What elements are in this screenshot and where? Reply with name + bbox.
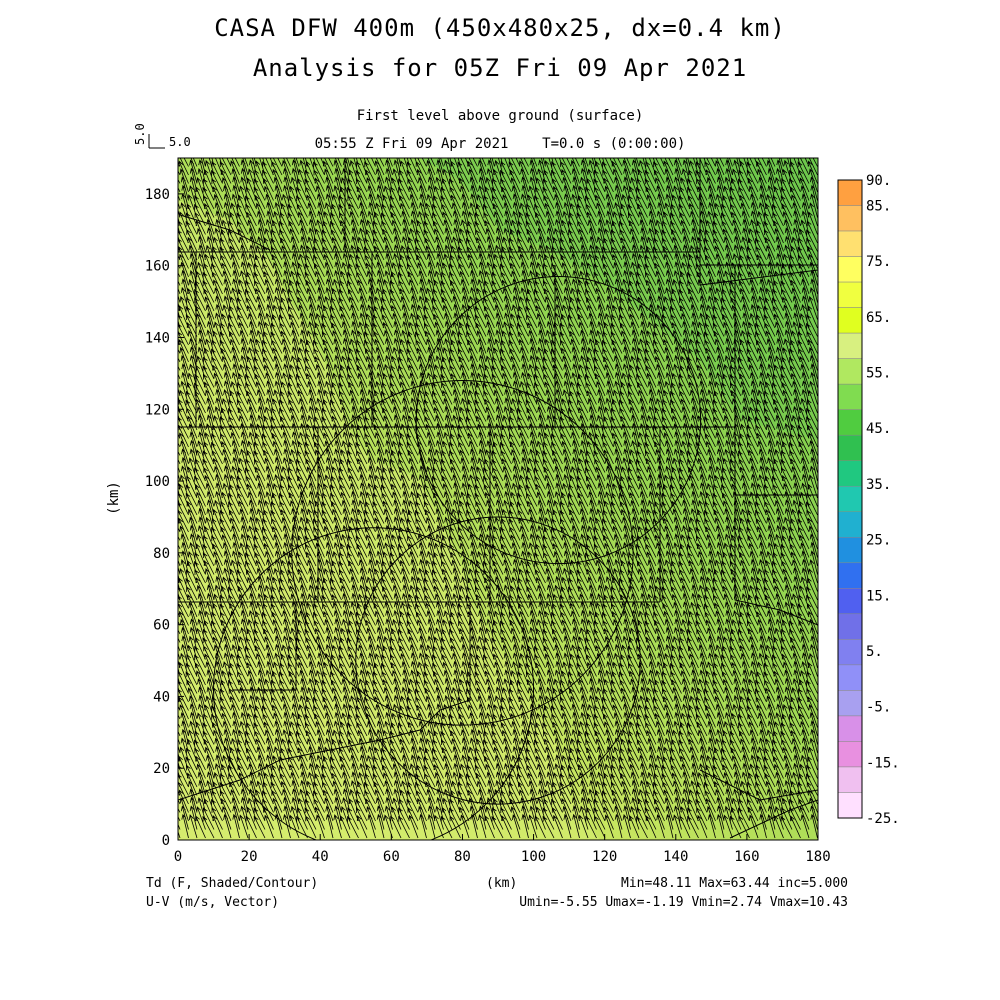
colorbar-swatch [837, 511, 863, 538]
level-label: First level above ground (surface) [356, 108, 644, 124]
footer-uv-stats: Umin=-5.55 Umax=-1.19 Vmin=2.74 Vmax=10.… [519, 895, 848, 910]
colorbar-swatch [837, 307, 863, 334]
x-tick-label: 140 [663, 849, 688, 865]
colorbar-swatch [837, 205, 863, 232]
plot-frame [177, 157, 819, 841]
colorbar: 90. 85. 75. 65. 55. 45. 35. 25. 15. 5. -5. -15. -25. [837, 173, 900, 827]
y-tick-label: 60 [153, 618, 170, 634]
colorbar-frame [837, 179, 863, 819]
y-tick-label: 40 [153, 689, 170, 705]
y-tick-label: 160 [145, 259, 170, 275]
time-label: 05:55 Z Fri 09 Apr 2021 T=0.0 s (0:00:00… [314, 136, 686, 152]
y-tick-label: 140 [145, 330, 170, 346]
chart-title: CASA DFW 400m (450x480x25, dx=0.4 km) [214, 14, 786, 42]
chart-subtitle: Analysis for 05Z Fri 09 Apr 2021 [252, 54, 748, 82]
y-tick-label: 80 [153, 546, 170, 562]
colorbar-swatch [837, 715, 863, 742]
colorbar-swatch [837, 485, 863, 513]
y-tick-label: 100 [145, 474, 170, 490]
colorbar-label: 15. [866, 588, 891, 604]
y-tick-label: 20 [153, 761, 170, 777]
colorbar-label: 45. [866, 421, 891, 437]
x-axis-unit: (km) [486, 876, 518, 891]
x-tick-label: 160 [734, 849, 759, 865]
y-axis-label: (km) [106, 481, 122, 515]
colorbar-swatch [837, 613, 863, 640]
ref-vector-label: 5.0 [169, 135, 191, 149]
y-tick-label: 0 [162, 833, 170, 849]
radar-ring [415, 275, 702, 565]
colorbar-label: 5. [866, 644, 883, 660]
colorbar-label: 90. [866, 173, 891, 189]
radar-ring [355, 516, 641, 805]
plot-area [178, 158, 818, 840]
x-tick-label: 60 [383, 849, 400, 865]
colorbar-swatch [837, 562, 863, 589]
x-tick-label: 100 [521, 849, 546, 865]
colorbar-swatch [837, 766, 863, 793]
radar-rings [213, 275, 702, 840]
radar-ring [291, 380, 634, 726]
colorbar-swatch [837, 281, 863, 308]
colorbar-swatch [837, 792, 863, 819]
x-tick-label: 40 [312, 849, 329, 865]
colorbar-label: 55. [866, 366, 891, 382]
x-tick-label: 120 [592, 849, 617, 865]
colorbar-swatch [837, 179, 863, 206]
colorbar-swatch [837, 230, 863, 257]
colorbar-swatch [837, 332, 863, 359]
colorbar-label: 75. [866, 254, 891, 270]
colorbar-label: -5. [866, 700, 891, 716]
reference-vector: 5.0 5.0 [133, 123, 191, 149]
colorbar-label: -15. [866, 755, 900, 771]
ref-vector-rot-label: 5.0 [133, 123, 147, 145]
y-tick-label: 180 [145, 187, 170, 203]
wind-vector-arrows [178, 158, 818, 839]
colorbar-label: 35. [866, 477, 891, 493]
colorbar-label: -25. [866, 811, 900, 827]
colorbar-swatch [837, 537, 863, 564]
x-tick-label: 80 [454, 849, 471, 865]
colorbar-swatch [837, 409, 863, 436]
wind-vectors [178, 158, 818, 839]
colorbar-swatch [837, 256, 863, 283]
y-axis: 0 20 40 60 80 100 120 140 160 180 [145, 187, 184, 849]
colorbar-swatch [837, 639, 863, 666]
colorbar-swatch [837, 434, 863, 461]
footer-field-label: Td (F, Shaded/Contour) [146, 876, 319, 891]
colorbar-swatch [837, 690, 863, 717]
y-tick-label: 120 [145, 402, 170, 418]
colorbar-label: 85. [866, 199, 891, 215]
colorbar-swatch [837, 460, 863, 487]
colorbar-label: 25. [866, 533, 891, 549]
radar-ring [213, 527, 535, 840]
x-tick-label: 180 [805, 849, 830, 865]
colorbar-swatch [837, 383, 863, 410]
boundary-lines [178, 158, 818, 839]
colorbar-swatch [837, 588, 863, 615]
colorbar-label: 65. [866, 310, 891, 326]
colorbar-swatch [837, 358, 863, 385]
footer-vector-label: U-V (m/s, Vector) [146, 895, 280, 910]
colorbar-swatch [837, 664, 863, 691]
colorbar-swatch [837, 741, 863, 768]
x-tick-label: 20 [241, 849, 258, 865]
x-tick-label: 0 [174, 849, 182, 865]
footer-stats: Min=48.11 Max=63.44 inc=5.000 [621, 876, 848, 891]
x-axis: 0 20 40 60 80 100 120 140 160 180 [174, 834, 831, 865]
